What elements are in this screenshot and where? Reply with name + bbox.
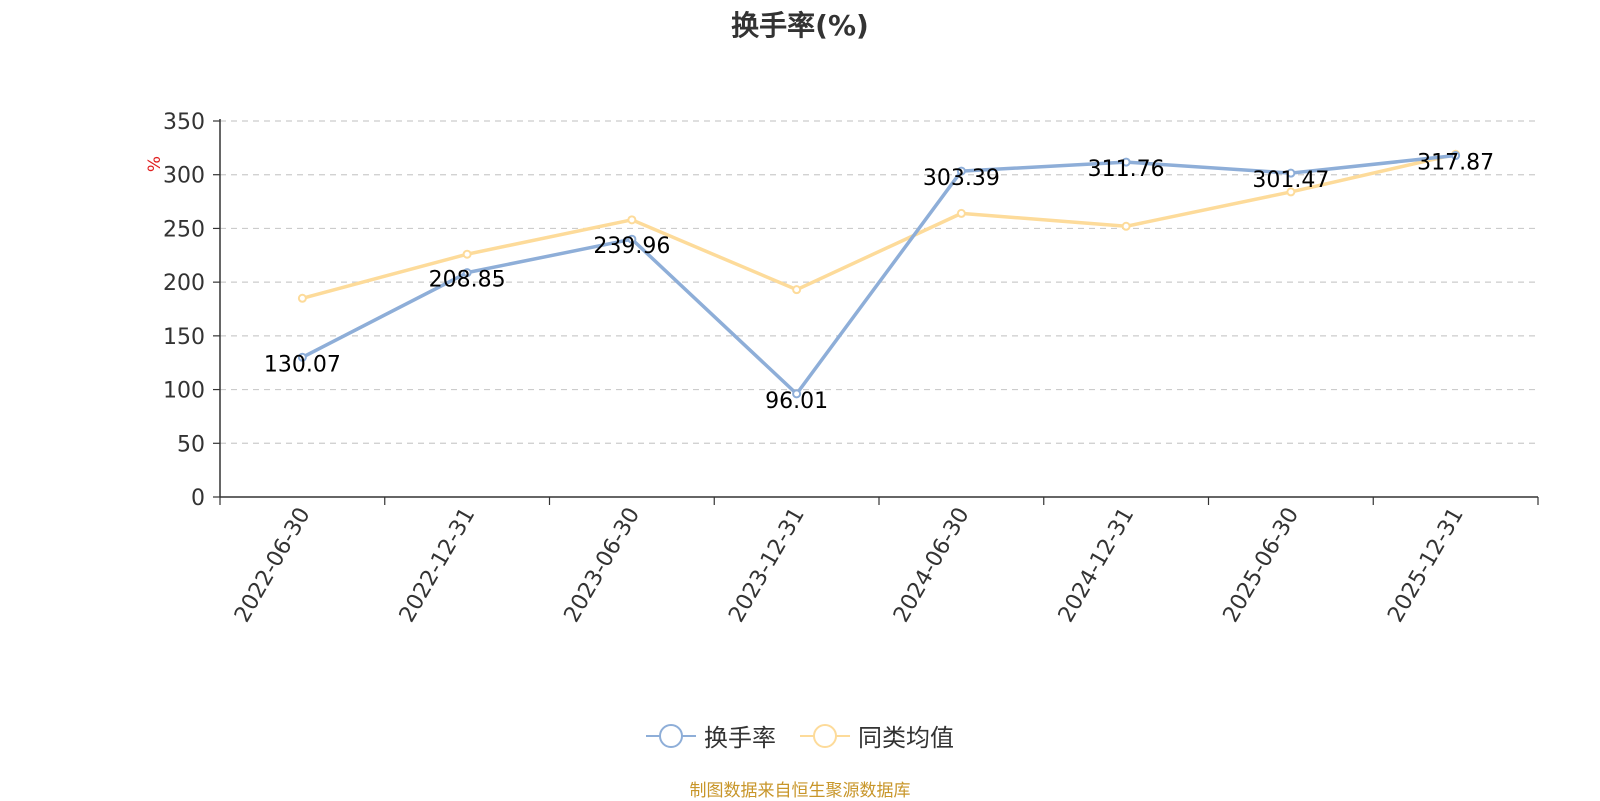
y-tick-label: 300 <box>163 164 205 189</box>
y-tick-label: 200 <box>163 271 205 296</box>
data-point-1 <box>462 249 472 259</box>
legend-swatch-0 <box>646 723 696 748</box>
data-labels: 130.07 208.85 239.96 96.01 303.39 311.76 301.4… <box>264 151 1494 414</box>
data-point-1 <box>627 215 637 225</box>
series-lines <box>297 149 1461 399</box>
data-label: 303.39 <box>923 166 1000 191</box>
x-tick-label: 2024-06-30 <box>889 504 975 627</box>
data-label: 301.47 <box>1252 168 1329 193</box>
x-tick-label: 2022-12-31 <box>395 504 481 627</box>
y-axis-unit-label: % <box>145 156 165 172</box>
data-point-0 <box>1121 157 1131 167</box>
data-point-0 <box>297 352 307 362</box>
data-point-1 <box>1121 221 1131 231</box>
series-line-1 <box>300 152 1458 301</box>
data-label: 130.07 <box>264 352 341 377</box>
y-tick-label: 150 <box>163 325 205 350</box>
data-label: 96.01 <box>765 389 828 414</box>
y-tick-label: 350 <box>163 110 205 135</box>
x-tick-label: 2024-12-31 <box>1054 504 1140 627</box>
data-point-0 <box>1286 168 1296 178</box>
data-point-0 <box>792 389 802 399</box>
data-label: 239.96 <box>593 234 670 259</box>
chart-title: 换手率(%) <box>731 9 869 42</box>
data-label: 208.85 <box>429 268 506 293</box>
x-tick-label: 2025-12-31 <box>1383 504 1469 627</box>
data-point-1 <box>956 208 966 218</box>
legend-swatch-1 <box>800 723 850 748</box>
y-tick-label: 250 <box>163 217 205 242</box>
data-point-0 <box>627 234 637 244</box>
data-point-1 <box>297 293 307 303</box>
y-tick-label: 0 <box>191 486 205 511</box>
data-point-1 <box>792 285 802 295</box>
x-tick-label: 2022-06-30 <box>230 504 316 627</box>
series-line-0 <box>300 153 1458 396</box>
legend-label-0: 换手率 <box>704 724 776 752</box>
data-label: 311.76 <box>1088 157 1165 182</box>
y-tick-label: 100 <box>163 379 205 404</box>
legend-item-0[interactable]: 换手率 <box>646 718 776 753</box>
y-tick-label: 50 <box>177 432 205 457</box>
x-tick-label: 2023-06-30 <box>559 504 645 627</box>
data-source-note: 制图数据来自恒生聚源数据库 <box>689 781 911 801</box>
legend-label-1: 同类均值 <box>858 724 954 752</box>
data-point-0 <box>462 268 472 278</box>
data-label: 317.87 <box>1417 151 1494 176</box>
legend-item-1[interactable]: 同类均值 <box>800 718 954 753</box>
data-point-1 <box>1286 187 1296 197</box>
data-point-0 <box>956 166 966 176</box>
legend: 换手率 同类均值 <box>0 718 1600 753</box>
x-tick-label: 2023-12-31 <box>724 504 810 627</box>
x-tick-label: 2025-06-30 <box>1218 504 1304 627</box>
data-point-0 <box>1451 151 1461 161</box>
